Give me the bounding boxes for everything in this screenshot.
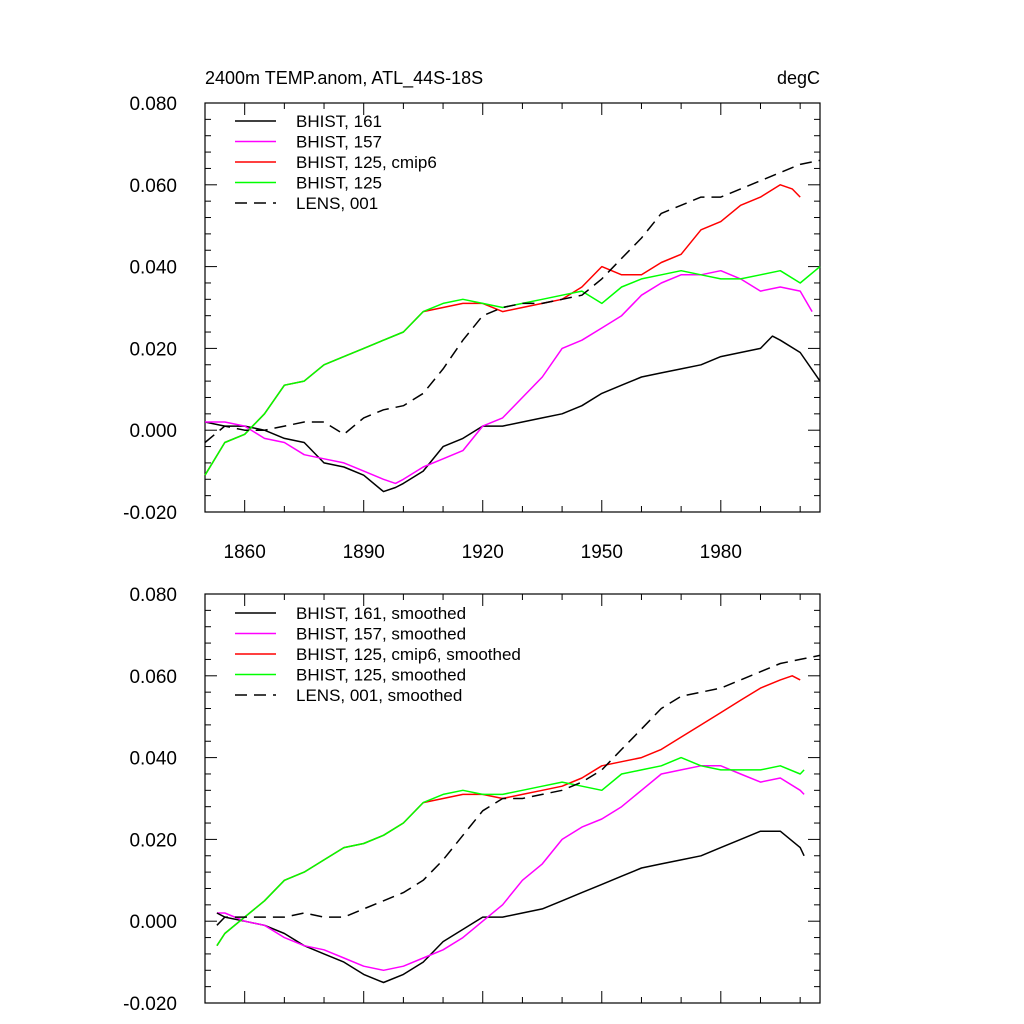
y-tick-label: -0.020 [123,503,177,524]
bottom-y-tick-labels: -0.020 0.000 0.020 0.040 0.060 0.080 [123,585,177,1015]
top-legend: BHIST, 161 BHIST, 157 BHIST, 125, cmip6 … [235,112,437,213]
legend-label: BHIST, 125, cmip6 [296,153,437,172]
y-tick-label: 0.040 [129,749,177,770]
legend-label: BHIST, 161, smoothed [296,604,466,623]
legend-label: BHIST, 161 [296,112,382,131]
y-tick-label: 0.080 [129,94,177,115]
y-tick-label: 0.020 [129,339,177,360]
legend-label: BHIST, 157, smoothed [296,625,466,644]
bottom-series-lines [216,654,821,984]
legend-label: LENS, 001, smoothed [296,686,462,705]
y-tick-label: 0.060 [129,667,177,688]
top-plot-frame [204,102,821,513]
series-line-bhist-125 [204,266,821,476]
series-line-bhist-161 [204,335,821,493]
top-panel: 2400m TEMP.anom, ATL_44S-18S degC -0.020… [123,68,821,563]
bottom-legend: BHIST, 161, smoothed BHIST, 157, smoothe… [235,604,521,705]
legend-label: BHIST, 125, cmip6, smoothed [296,645,521,664]
y-tick-label: 0.000 [129,912,177,933]
series-line-bhist-161-smoothed [216,830,805,984]
top-y-tick-labels: -0.020 0.000 0.020 0.040 0.060 0.080 [123,94,177,524]
top-panel-units: degC [777,68,820,88]
series-line-lens-001 [204,159,821,444]
x-tick-label: 1980 [700,542,742,563]
legend-label: BHIST, 125, smoothed [296,666,466,685]
x-tick-label: 1950 [581,542,623,563]
y-tick-label: 0.000 [129,421,177,442]
series-line-bhist-125-smoothed [216,756,805,947]
top-axis-ticks [204,102,820,513]
bottom-plot-frame [204,593,821,1004]
series-line-bhist-157-smoothed [216,765,805,972]
legend-label: BHIST, 157 [296,133,382,152]
legend-label: BHIST, 125 [296,174,382,193]
top-x-tick-labels: 1860 1890 1920 1950 1980 [224,542,742,563]
series-line-bhist-125-cmip6-smoothed [216,675,801,947]
bottom-axis-ticks [204,593,820,1004]
legend-label: LENS, 001 [296,194,378,213]
y-tick-label: 0.060 [129,176,177,197]
x-tick-label: 1890 [343,542,385,563]
bottom-panel: -0.020 0.000 0.020 0.040 0.060 0.080 BHI… [123,585,821,1015]
x-tick-label: 1860 [224,542,266,563]
y-tick-label: 0.080 [129,585,177,606]
x-tick-label: 1920 [462,542,504,563]
series-line-bhist-125-cmip6 [204,184,801,476]
top-panel-title: 2400m TEMP.anom, ATL_44S-18S [205,68,483,89]
series-line-bhist-157 [205,269,813,485]
y-tick-label: 0.020 [129,830,177,851]
y-tick-label: -0.020 [123,994,177,1015]
top-series-lines [204,159,821,493]
y-tick-label: 0.040 [129,258,177,279]
